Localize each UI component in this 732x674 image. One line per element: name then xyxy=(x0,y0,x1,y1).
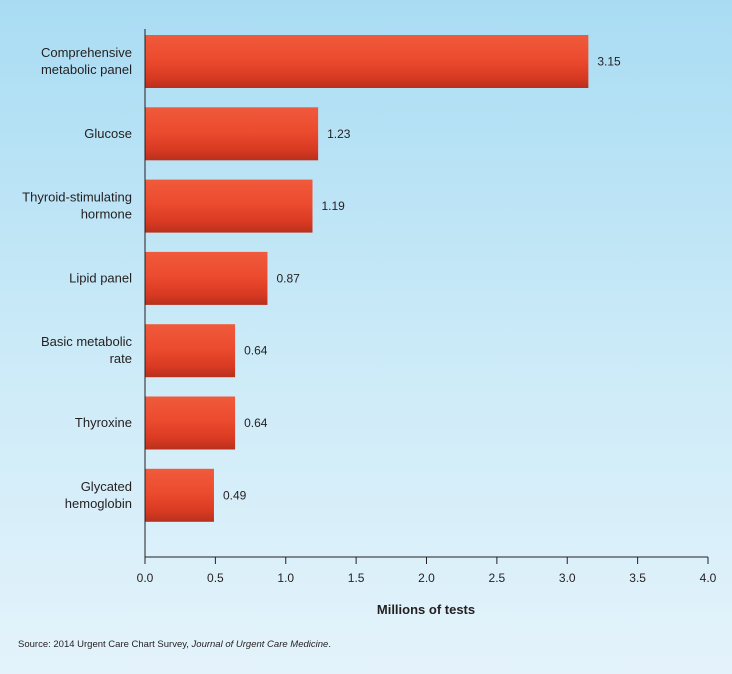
source-journal: Journal of Urgent Care Medicine xyxy=(191,639,329,650)
value-label: 1.19 xyxy=(321,199,345,213)
category-label: Thyroxine xyxy=(75,415,132,430)
source-note: Source: 2014 Urgent Care Chart Survey, J… xyxy=(18,639,331,650)
bar xyxy=(145,251,268,305)
value-label: 0.87 xyxy=(276,271,300,285)
category-label: metabolic panel xyxy=(41,62,132,77)
category-label: rate xyxy=(110,351,132,366)
value-label: 1.23 xyxy=(327,127,351,141)
value-label: 3.15 xyxy=(597,55,621,69)
value-label: 0.64 xyxy=(244,416,268,430)
category-label: Glycated xyxy=(81,479,132,494)
x-tick-label: 4.0 xyxy=(700,571,717,585)
x-tick-label: 1.5 xyxy=(348,571,365,585)
bar xyxy=(145,179,313,233)
x-tick-label: 0.0 xyxy=(137,571,154,585)
category-label: hormone xyxy=(81,207,132,222)
x-tick-label: 2.5 xyxy=(489,571,506,585)
category-label: Lipid panel xyxy=(69,270,132,285)
bar xyxy=(145,396,236,450)
x-tick-label: 3.0 xyxy=(559,571,576,585)
bar xyxy=(145,324,236,378)
bar xyxy=(145,468,214,522)
x-tick-label: 0.5 xyxy=(207,571,224,585)
x-tick-label: 2.0 xyxy=(418,571,435,585)
value-label: 0.49 xyxy=(223,488,247,502)
source-prefix: Source: 2014 Urgent Care Chart Survey, xyxy=(18,639,192,650)
category-label: Comprehensive xyxy=(41,45,132,60)
value-label: 0.64 xyxy=(244,344,268,358)
bar-chart: 3.15 Comprehensive metabolic panel 1.23 Gluc… xyxy=(22,29,717,617)
x-tick-label: 1.0 xyxy=(277,571,294,585)
category-label: Thyroid-stimulating xyxy=(22,190,132,205)
source-suffix: . xyxy=(328,639,331,650)
x-axis-title: Millions of tests xyxy=(377,602,475,617)
category-label: Glucose xyxy=(84,126,132,141)
bar xyxy=(145,107,319,161)
x-tick-label: 3.5 xyxy=(629,571,646,585)
bar xyxy=(145,35,589,88)
category-label: hemoglobin xyxy=(65,496,132,511)
category-label: Basic metabolic xyxy=(41,334,133,349)
